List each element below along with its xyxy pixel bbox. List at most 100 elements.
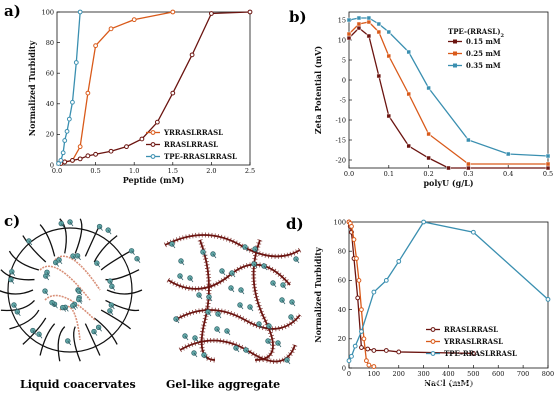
data-point <box>466 161 471 167</box>
gel-polymer-strand <box>164 234 301 258</box>
data-point <box>124 144 129 150</box>
polymer-chain <box>39 323 56 356</box>
data-point <box>356 15 362 21</box>
peptide-tail <box>216 328 221 334</box>
legend-marker <box>453 63 457 68</box>
x-tick-label: 800 <box>542 370 554 378</box>
data-point <box>366 19 372 25</box>
data-point <box>426 155 431 161</box>
peptide-tail <box>230 287 235 293</box>
panel-b-chart: 0.0 0.1 0.2 0.3 0.4 0.5 15 10 5 0 -5 -10 -15 -20 polyU… <box>313 11 553 188</box>
x-tick-label: 0.2 <box>423 170 433 178</box>
x-tick-label: 600 <box>492 370 504 378</box>
polymer-chain <box>9 309 40 330</box>
data-point <box>359 307 364 313</box>
legend-marker <box>430 327 436 332</box>
data-point <box>383 348 389 353</box>
data-point <box>359 329 364 334</box>
y-tick-label: 0 <box>342 364 346 372</box>
gel-aggregate-illustration <box>163 232 302 365</box>
peptide-tail <box>93 331 98 336</box>
data-point <box>60 150 66 156</box>
peptide-tail <box>65 307 69 312</box>
peptide-tail <box>11 271 16 276</box>
data-point <box>364 358 369 364</box>
data-point <box>386 53 392 59</box>
series-line-2 <box>348 17 549 157</box>
peptide-tail <box>208 296 213 302</box>
series-line-2 <box>348 221 549 362</box>
peptide-tail <box>245 349 250 355</box>
data-point <box>505 151 511 157</box>
peptide-tail <box>171 243 176 249</box>
panel-label-a: a) <box>4 2 21 20</box>
y-tick-label: 40 <box>46 100 54 108</box>
data-point <box>386 29 392 35</box>
peptide-tail <box>254 248 259 254</box>
y-tick-label: 40 <box>338 306 346 314</box>
peptide-tail <box>99 226 103 231</box>
liquid-coacervate-illustration <box>0 218 143 362</box>
series-line-1 <box>348 21 548 165</box>
x-tick-label: 1.0 <box>129 167 139 175</box>
y-tick-label: 0 <box>342 76 346 84</box>
peptide-tail <box>258 323 263 329</box>
x-tick-label: 0.4 <box>503 170 513 178</box>
polymer-chain <box>106 289 143 295</box>
data-point <box>62 138 68 143</box>
x-tick-label: 0.5 <box>90 167 100 175</box>
data-point <box>421 219 427 225</box>
data-point <box>170 90 176 96</box>
x-tick-label: 0 <box>347 370 351 378</box>
legend-entry: 0.15 mM <box>466 37 501 46</box>
polymer-chain <box>93 317 118 345</box>
polymer-chain <box>59 218 67 254</box>
data-point <box>70 158 75 163</box>
data-point <box>371 364 377 369</box>
peptide-tail <box>38 333 43 339</box>
data-point <box>349 353 354 359</box>
data-point <box>131 17 137 23</box>
peptide-tail <box>32 330 37 335</box>
data-point <box>355 295 361 301</box>
peptide-tail <box>203 354 208 360</box>
peptide-tail <box>96 262 101 268</box>
legend-entry: 0.35 mM <box>466 61 501 70</box>
data-point <box>446 165 451 171</box>
gel-polymer-strand <box>252 239 274 361</box>
peptide-tail <box>235 347 240 353</box>
data-point <box>383 278 389 283</box>
peptide-tail <box>286 359 291 365</box>
x-axis-label: NaCl (mM) <box>424 378 474 388</box>
data-point <box>376 29 382 35</box>
peptide-tail <box>17 311 21 317</box>
data-point <box>66 116 72 122</box>
data-point <box>349 223 354 229</box>
x-tick-label: 300 <box>417 370 429 378</box>
peptide-tail <box>111 286 116 291</box>
data-point <box>371 289 377 295</box>
gel-strand-bristles <box>166 262 292 292</box>
x-tick-label: 0.0 <box>344 170 354 178</box>
peptide-tail <box>249 306 254 312</box>
polymer-chain <box>93 235 118 263</box>
data-point <box>406 143 411 149</box>
peptide-tail <box>239 304 244 310</box>
x-tick-label: 2.0 <box>206 167 216 175</box>
caption-gel-like-aggregate: Gel-like aggregate <box>166 378 280 391</box>
legend-marker <box>453 51 457 56</box>
y-tick-label: 0 <box>50 161 54 169</box>
data-point <box>56 161 61 166</box>
series-line-0 <box>60 11 173 165</box>
polymer-chain <box>0 289 34 295</box>
y-tick-label: 100 <box>42 8 54 16</box>
data-point <box>396 259 402 264</box>
y-tick-label: 15 <box>338 16 346 24</box>
legend-entry: RRASLRRASL <box>164 140 218 149</box>
peptide-tail <box>290 316 295 322</box>
x-tick-label: 200 <box>393 370 405 378</box>
series-line-2 <box>58 11 81 164</box>
y-axis-label: Normalized Turbidity <box>313 247 323 343</box>
peptide-tail <box>72 255 77 261</box>
peptide-tail <box>267 340 272 346</box>
